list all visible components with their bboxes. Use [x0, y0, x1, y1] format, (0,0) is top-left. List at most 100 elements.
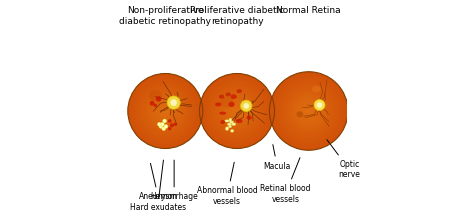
Circle shape — [146, 92, 184, 130]
Circle shape — [162, 107, 169, 115]
Text: Macula: Macula — [264, 145, 291, 170]
Circle shape — [156, 96, 162, 102]
Circle shape — [163, 109, 168, 113]
Circle shape — [152, 97, 179, 125]
Circle shape — [170, 99, 177, 106]
Text: Hard exudates: Hard exudates — [129, 160, 186, 212]
Circle shape — [281, 83, 336, 139]
Circle shape — [235, 109, 239, 113]
Circle shape — [132, 77, 199, 145]
Ellipse shape — [219, 112, 226, 115]
Circle shape — [216, 90, 258, 132]
Circle shape — [271, 73, 346, 149]
Ellipse shape — [229, 118, 232, 122]
Text: Abnormal blood
vessels: Abnormal blood vessels — [197, 162, 257, 206]
Circle shape — [294, 97, 323, 125]
Circle shape — [143, 89, 188, 133]
Circle shape — [206, 80, 268, 142]
Ellipse shape — [228, 102, 235, 107]
Circle shape — [286, 89, 331, 133]
Circle shape — [297, 99, 320, 123]
Circle shape — [232, 106, 242, 116]
Ellipse shape — [225, 120, 229, 122]
Circle shape — [163, 119, 167, 123]
Circle shape — [285, 87, 332, 135]
Circle shape — [204, 79, 270, 143]
Circle shape — [225, 99, 249, 123]
Circle shape — [158, 103, 173, 119]
Circle shape — [160, 106, 170, 116]
Circle shape — [217, 91, 257, 131]
Circle shape — [134, 80, 197, 142]
Circle shape — [142, 87, 189, 135]
Circle shape — [222, 96, 252, 126]
Circle shape — [306, 108, 311, 114]
Circle shape — [200, 73, 274, 149]
Ellipse shape — [236, 119, 243, 123]
Circle shape — [277, 79, 340, 143]
Ellipse shape — [226, 93, 231, 96]
Circle shape — [153, 99, 178, 123]
Circle shape — [149, 95, 182, 127]
Circle shape — [314, 99, 325, 111]
Ellipse shape — [227, 123, 231, 125]
Circle shape — [296, 98, 322, 124]
Circle shape — [292, 94, 326, 128]
Circle shape — [207, 81, 267, 141]
Circle shape — [150, 96, 180, 126]
Circle shape — [202, 76, 272, 146]
Circle shape — [268, 71, 349, 151]
Circle shape — [283, 85, 335, 137]
Ellipse shape — [312, 86, 321, 92]
Circle shape — [144, 90, 187, 132]
Text: Hemorrhage: Hemorrhage — [150, 160, 198, 201]
Circle shape — [228, 102, 246, 120]
Ellipse shape — [220, 97, 234, 108]
Circle shape — [128, 73, 203, 149]
Ellipse shape — [231, 94, 237, 99]
Circle shape — [293, 95, 324, 127]
Circle shape — [211, 85, 263, 137]
Circle shape — [201, 75, 273, 147]
Text: Aneurysm: Aneurysm — [139, 163, 178, 201]
Ellipse shape — [229, 121, 234, 123]
Circle shape — [159, 125, 163, 129]
Circle shape — [203, 77, 271, 145]
Circle shape — [157, 122, 161, 126]
Circle shape — [215, 89, 259, 133]
Circle shape — [199, 72, 275, 150]
Circle shape — [164, 110, 166, 112]
Ellipse shape — [230, 129, 234, 132]
Circle shape — [159, 105, 172, 117]
Circle shape — [302, 105, 315, 117]
Ellipse shape — [228, 125, 232, 128]
Circle shape — [288, 90, 329, 132]
Circle shape — [133, 79, 198, 143]
Circle shape — [139, 85, 191, 137]
Ellipse shape — [225, 127, 229, 131]
Circle shape — [218, 92, 256, 130]
Circle shape — [301, 103, 317, 119]
Circle shape — [291, 93, 327, 129]
Circle shape — [273, 76, 344, 146]
Text: Retinal blood
vessels: Retinal blood vessels — [260, 158, 311, 204]
Circle shape — [167, 96, 180, 109]
Circle shape — [272, 74, 346, 148]
Circle shape — [243, 103, 249, 109]
Circle shape — [276, 78, 341, 144]
Circle shape — [160, 122, 164, 126]
Ellipse shape — [231, 123, 236, 126]
Circle shape — [233, 107, 241, 115]
Circle shape — [269, 72, 348, 150]
Circle shape — [305, 107, 313, 115]
Circle shape — [280, 82, 337, 140]
Circle shape — [308, 110, 310, 112]
Circle shape — [135, 81, 195, 141]
Circle shape — [156, 102, 174, 120]
Circle shape — [236, 110, 238, 112]
Circle shape — [162, 127, 166, 131]
Text: Normal Retina: Normal Retina — [276, 6, 341, 15]
Circle shape — [231, 105, 243, 117]
Circle shape — [226, 100, 248, 122]
Circle shape — [168, 119, 172, 123]
